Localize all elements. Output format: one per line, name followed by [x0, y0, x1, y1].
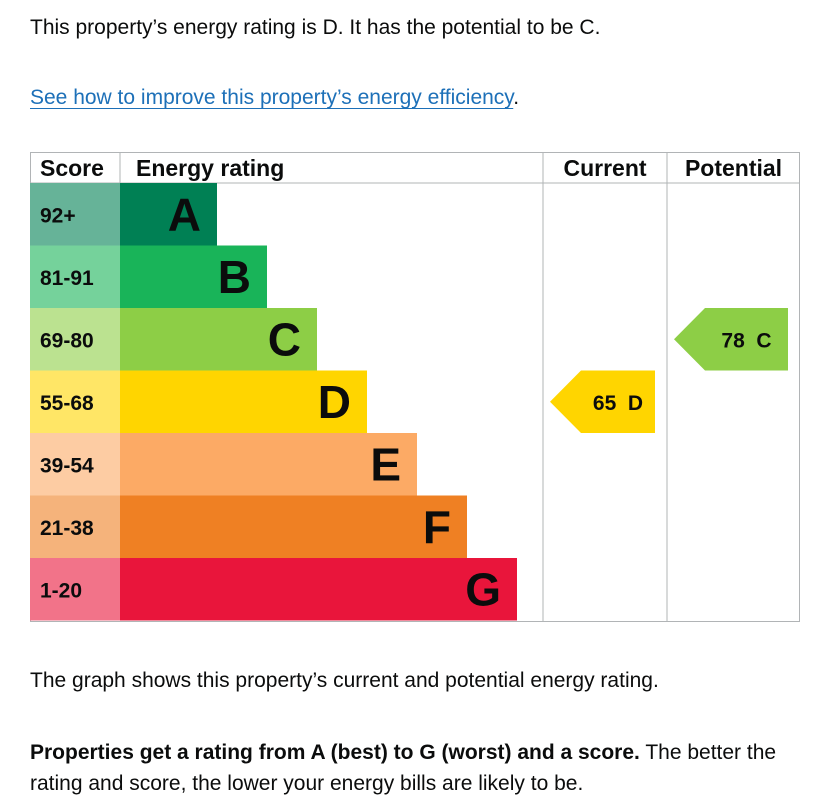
- score-cell-d: [30, 370, 120, 433]
- score-cell-g: [30, 558, 120, 621]
- score-range-g: 1-20: [40, 579, 82, 602]
- potential-rating-label: 78 C: [721, 329, 771, 352]
- band-letter-c: C: [268, 313, 301, 365]
- improve-efficiency-link[interactable]: See how to improve this property’s energ…: [30, 86, 514, 109]
- band-letter-f: F: [423, 501, 451, 553]
- potential-rating-arrow: [674, 308, 788, 371]
- rating-intro-text: This property’s energy rating is D. It h…: [30, 16, 601, 39]
- energy-rating-svg: Score Energy rating Current Potential 92+ A 81…: [30, 152, 800, 622]
- score-range-a: 92+: [40, 204, 76, 227]
- band-bar-f: [120, 495, 467, 558]
- score-range-c: 69-80: [40, 329, 94, 352]
- band-letter-g: G: [465, 563, 501, 615]
- rating-explanation-bold: Properties get a rating from A (best) to…: [30, 741, 640, 764]
- score-range-e: 39-54: [40, 454, 94, 477]
- header-potential: Potential: [685, 155, 782, 181]
- band-letter-e: E: [370, 438, 401, 490]
- score-cell-b: [30, 245, 120, 308]
- score-cell-c: [30, 308, 120, 371]
- band-bar-c: [120, 308, 317, 371]
- graph-summary-text: The graph shows this property’s current …: [30, 669, 659, 692]
- band-letter-b: B: [218, 251, 251, 303]
- score-cell-e: [30, 433, 120, 496]
- improve-efficiency-paragraph: See how to improve this property’s energ…: [30, 86, 519, 110]
- rating-explanation-text: Properties get a rating from A (best) to…: [30, 737, 820, 799]
- score-cell-f: [30, 495, 120, 558]
- rating-explanation-rest: The better the rating and score, the low…: [30, 741, 777, 795]
- band-bar-e: [120, 433, 417, 496]
- band-bar-d: [120, 370, 367, 433]
- score-cell-a: [30, 183, 120, 246]
- header-energy-rating: Energy rating: [136, 155, 284, 181]
- band-bar-b: [120, 245, 267, 308]
- band-bar-a: [120, 183, 217, 246]
- header-score: Score: [40, 155, 104, 181]
- score-range-b: 81-91: [40, 267, 94, 290]
- score-range-f: 21-38: [40, 517, 94, 540]
- header-current: Current: [563, 155, 646, 181]
- score-range-d: 55-68: [40, 392, 94, 415]
- link-suffix: .: [513, 86, 520, 109]
- energy-rating-chart: Score Energy rating Current Potential 92+ A 81…: [30, 152, 800, 622]
- band-letter-a: A: [168, 188, 201, 240]
- band-letter-d: D: [318, 376, 351, 428]
- current-rating-arrow: [550, 370, 655, 433]
- band-bar-g: [120, 558, 517, 621]
- current-rating-label: 65 D: [593, 392, 643, 415]
